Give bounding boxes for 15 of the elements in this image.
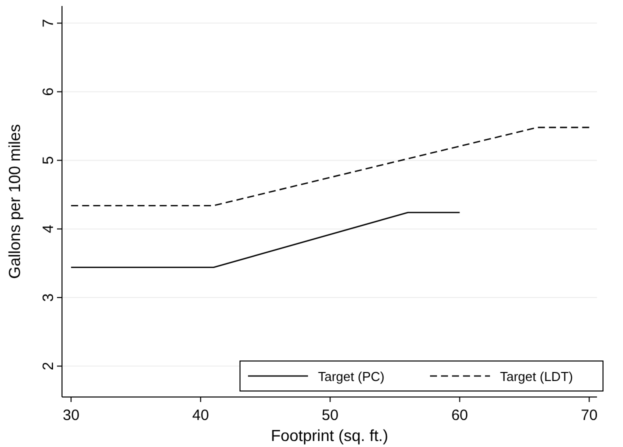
y-tick-label: 7 xyxy=(40,18,57,28)
legend-label: Target (LDT) xyxy=(500,369,573,384)
x-tick-label: 70 xyxy=(580,407,598,424)
x-tick-label: 40 xyxy=(192,407,209,424)
x-tick-label: 50 xyxy=(322,407,338,424)
y-axis-title: Gallons per 100 miles xyxy=(7,124,24,279)
x-axis-title: Footprint (sq. ft.) xyxy=(270,428,388,445)
y-tick-label: 3 xyxy=(40,293,57,302)
y-tick-label: 5 xyxy=(40,156,57,165)
x-tick-label: 30 xyxy=(62,407,80,424)
x-tick-label: 60 xyxy=(451,407,468,424)
y-tick-label: 4 xyxy=(40,224,57,234)
y-tick-label: 6 xyxy=(40,88,57,96)
y-tick-label: 2 xyxy=(40,362,57,370)
legend-label: Target (PC) xyxy=(318,369,384,384)
